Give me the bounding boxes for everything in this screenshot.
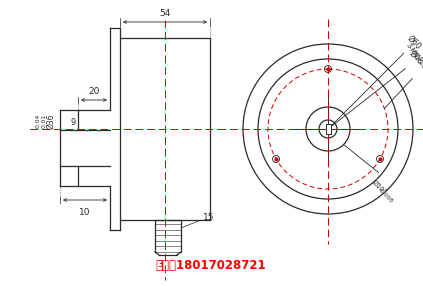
Text: -0.01: -0.01 bbox=[42, 114, 47, 129]
Bar bbox=[326, 124, 330, 134]
Text: -0.008: -0.008 bbox=[376, 188, 393, 204]
Text: -0.04: -0.04 bbox=[36, 113, 41, 129]
Text: 20: 20 bbox=[88, 87, 100, 96]
Text: Ø36: Ø36 bbox=[46, 113, 55, 129]
Text: Ø60: Ø60 bbox=[406, 34, 423, 51]
Text: 10: 10 bbox=[79, 208, 91, 217]
Text: 3: 3 bbox=[157, 260, 163, 269]
Text: 54: 54 bbox=[159, 9, 171, 18]
Text: Ø10°: Ø10° bbox=[371, 180, 388, 196]
Text: 9: 9 bbox=[71, 118, 76, 127]
Text: 3-M4×10: 3-M4×10 bbox=[404, 42, 423, 70]
Text: 手机：18017028721: 手机：18017028721 bbox=[155, 259, 266, 272]
Text: 15: 15 bbox=[203, 214, 214, 223]
Text: Ø48: Ø48 bbox=[407, 49, 423, 67]
